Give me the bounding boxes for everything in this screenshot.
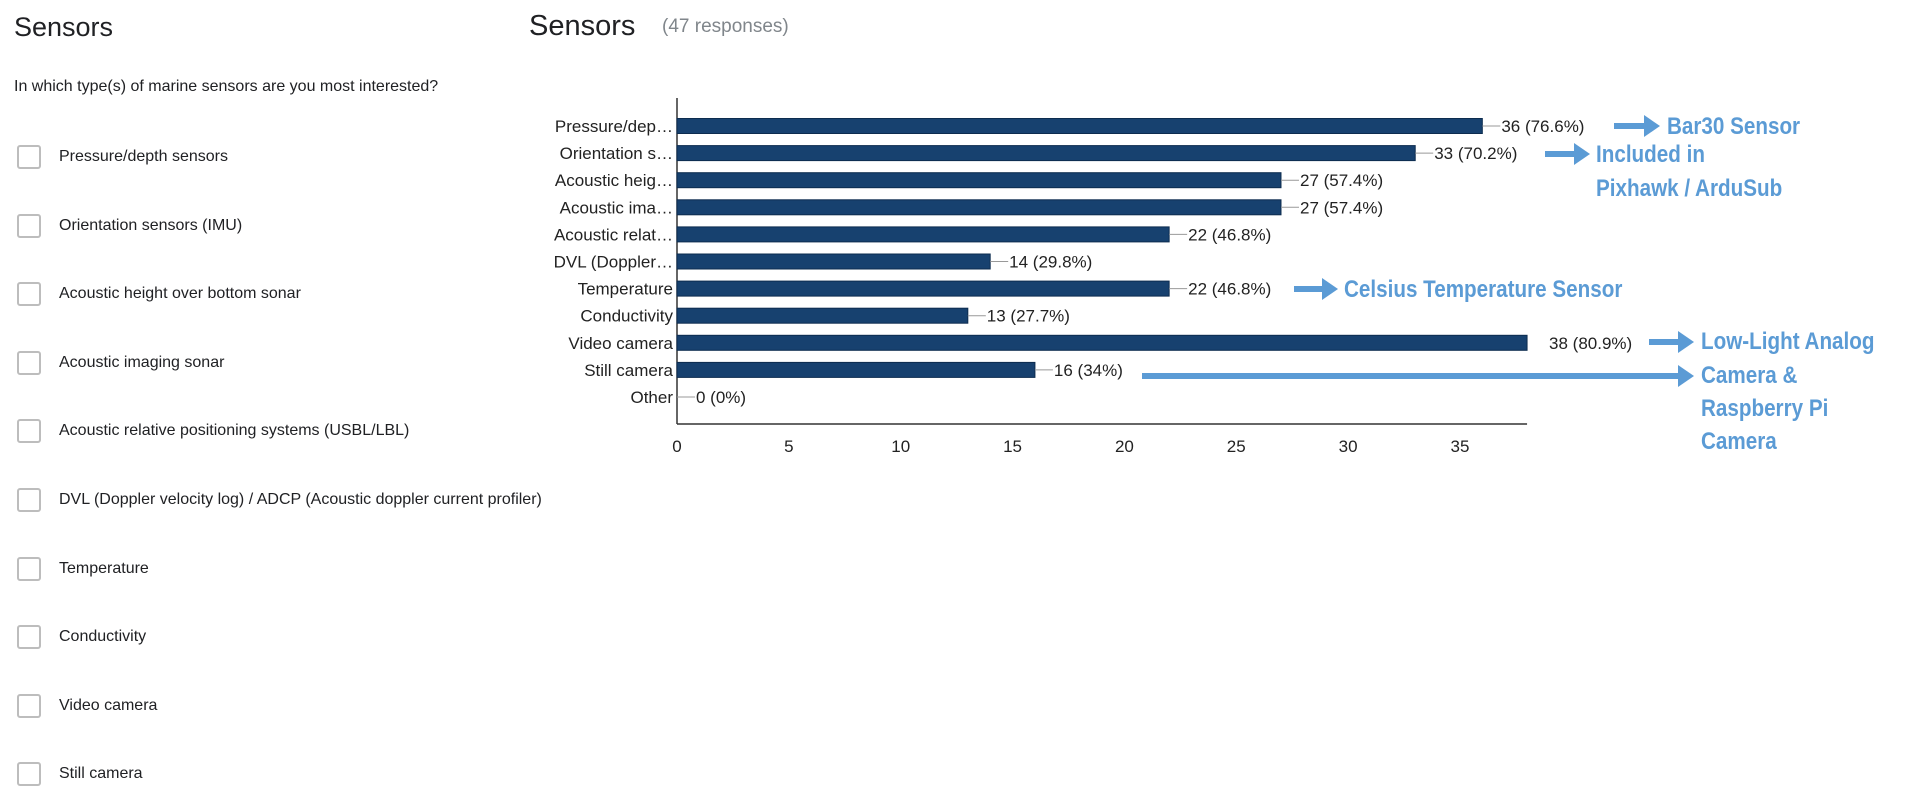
summary-title: Sensors: [529, 10, 636, 42]
x-tick-label: 0: [672, 437, 681, 456]
checkbox-label: Orientation sensors (IMU): [59, 216, 243, 234]
checkbox[interactable]: [17, 556, 41, 581]
bar: [676, 361, 1036, 378]
checkbox-option[interactable]: Temperature: [17, 555, 149, 583]
annotation-camera-line4: Camera: [1701, 428, 1777, 455]
checkbox[interactable]: [17, 625, 41, 650]
data-label: 27 (57.4%): [1300, 171, 1383, 190]
category-label: Acoustic heig…: [555, 171, 673, 190]
annotation-celsius: Celsius Temperature Sensor: [1344, 276, 1623, 303]
category-label: Other: [630, 388, 673, 407]
x-tick-label: 30: [1339, 437, 1358, 456]
checkbox-option[interactable]: Acoustic relative positioning systems (U…: [17, 417, 409, 445]
checkbox[interactable]: [17, 350, 41, 375]
x-tick-label: 25: [1227, 437, 1246, 456]
x-tick-label: 10: [891, 437, 910, 456]
checkbox-option[interactable]: Conductivity: [17, 623, 146, 651]
data-label: 27 (57.4%): [1300, 198, 1383, 217]
category-label: Acoustic relat…: [554, 225, 673, 244]
x-tick-label: 15: [1003, 437, 1022, 456]
category-label: Acoustic ima…: [560, 198, 673, 217]
checkbox[interactable]: [17, 213, 41, 238]
checkbox[interactable]: [17, 762, 41, 787]
checkbox-option[interactable]: DVL (Doppler velocity log) / ADCP (Acous…: [17, 486, 542, 514]
checkbox-label: Still camera: [59, 765, 143, 783]
data-label: 33 (70.2%): [1434, 144, 1517, 163]
checkbox-label: Video camera: [59, 696, 158, 714]
category-label: Temperature: [578, 280, 673, 299]
checkbox[interactable]: [17, 693, 41, 718]
data-label: 22 (46.8%): [1188, 280, 1271, 299]
bar: [676, 118, 1483, 134]
category-label: Video camera: [568, 334, 673, 353]
annotation-pixhawk-line1: Included in: [1596, 141, 1705, 168]
annotation-bar30: Bar30 Sensor: [1667, 113, 1801, 140]
data-label: 0 (0%): [696, 388, 746, 407]
data-label: 22 (46.8%): [1188, 225, 1271, 244]
checkbox-option[interactable]: Orientation sensors (IMU): [17, 212, 242, 240]
checkbox-label: Acoustic relative positioning systems (U…: [59, 422, 410, 440]
checkbox[interactable]: [17, 488, 41, 512]
category-label: Orientation s…: [560, 144, 673, 163]
bar: [676, 307, 969, 324]
arrow-celsius-head: [1322, 278, 1338, 300]
form-question-title: Sensors: [14, 12, 114, 42]
arrow-video-camera-head: [1678, 331, 1694, 353]
checkbox-label: Conductivity: [59, 628, 147, 646]
checkbox-label: DVL (Doppler velocity log) / ADCP (Acous…: [59, 491, 542, 508]
checkbox[interactable]: [17, 145, 41, 169]
checkbox-option[interactable]: Video camera: [17, 692, 157, 720]
checkbox-label: Temperature: [59, 559, 149, 577]
data-label: 38 (80.9%): [1549, 334, 1632, 353]
annotation-camera-line1: Low-Light Analog: [1701, 328, 1875, 355]
x-tick-label: 5: [784, 437, 793, 456]
bar: [676, 334, 1528, 351]
category-label: Conductivity: [580, 307, 673, 326]
data-label: 36 (76.6%): [1501, 117, 1584, 136]
bar: [676, 145, 1416, 162]
annotation-camera-line3: Raspberry Pi: [1701, 395, 1829, 422]
bar: [676, 172, 1282, 189]
arrow-pixhawk-head: [1574, 143, 1590, 165]
bar: [676, 226, 1170, 243]
form-question-text: In which type(s) of marine sensors are y…: [14, 78, 439, 95]
arrow-still-camera-head: [1678, 365, 1694, 387]
bar: [676, 253, 991, 270]
category-label: DVL (Doppler…: [554, 253, 673, 272]
response-count: (47 responses): [662, 16, 789, 37]
checkbox-option[interactable]: Acoustic height over bottom sonar: [17, 280, 301, 308]
checkbox-label: Acoustic imaging sonar: [59, 353, 225, 371]
x-tick-label: 20: [1115, 437, 1134, 456]
checkbox[interactable]: [17, 419, 41, 444]
data-label: 16 (34%): [1054, 361, 1123, 380]
checkbox-option[interactable]: Acoustic imaging sonar: [17, 349, 224, 377]
checkbox-option[interactable]: Pressure/depth sensors: [17, 143, 228, 171]
checkbox-label: Pressure/depth sensors: [59, 148, 228, 165]
x-tick-label: 35: [1450, 437, 1469, 456]
data-label: 14 (29.8%): [1009, 253, 1092, 272]
arrow-bar30-head: [1644, 115, 1660, 137]
annotation-camera-line2: Camera &: [1701, 362, 1798, 389]
annotation-pixhawk-line2: Pixhawk / ArduSub: [1596, 175, 1783, 202]
category-label: Still camera: [584, 361, 673, 380]
bar: [676, 199, 1282, 216]
checkbox-label: Acoustic height over bottom sonar: [59, 285, 301, 303]
bar: [676, 280, 1170, 297]
data-label: 13 (27.7%): [987, 307, 1070, 326]
checkbox[interactable]: [17, 282, 41, 307]
category-label: Pressure/dep…: [555, 117, 673, 136]
checkbox-option[interactable]: Still camera: [17, 760, 143, 788]
